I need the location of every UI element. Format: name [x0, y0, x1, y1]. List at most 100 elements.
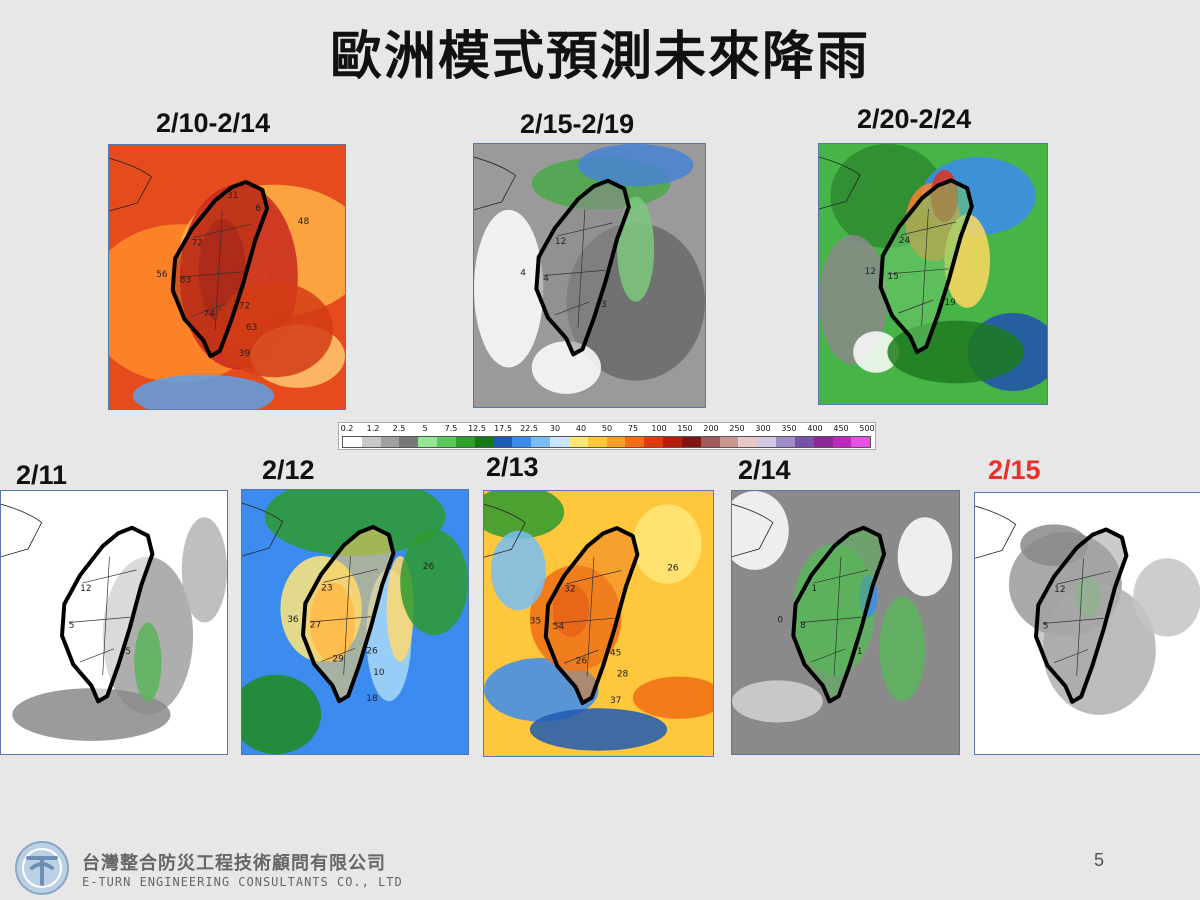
rainfall-value-label: 32: [564, 585, 575, 595]
county-boundaries: [1042, 558, 1111, 676]
rain-field: [474, 209, 544, 368]
scale-tick-label: 350: [781, 424, 797, 433]
scale-swatch: [380, 437, 400, 447]
scale-swatch: [399, 437, 419, 447]
rainfall-map-svg: 72 83 72 56 74 63 39 48 31 6: [109, 145, 345, 409]
rainfall-value-label: 36: [287, 615, 299, 625]
rainfall-value-label: 31: [227, 191, 238, 201]
scale-tick-label: 100: [651, 424, 667, 433]
rainfall-value-label: 6: [255, 204, 261, 214]
rain-field: [617, 196, 655, 302]
rainfall-value-label: 39: [239, 349, 251, 359]
rainfall-map-day-2: 23 27 26 36 29 10 18 26: [241, 489, 469, 755]
rainfall-value-label: 26: [366, 647, 378, 657]
rainfall-map-period-1: 72 83 72 56 74 63 39 48 31 6: [108, 144, 346, 410]
rainfall-value-label: 28: [617, 670, 629, 680]
scale-swatch: [757, 437, 777, 447]
scale-tick-label: 2.5: [392, 424, 406, 433]
page-number: 5: [1094, 850, 1105, 870]
scale-swatch: [644, 437, 664, 447]
rainfall-value-label: 83: [180, 275, 191, 285]
rainfall-value-label: 26: [423, 562, 435, 572]
rain-field: [242, 674, 322, 754]
rainfall-value-label: 5: [1043, 622, 1049, 632]
company-name-chinese: 台灣整合防災工程技術顧問有限公司: [82, 853, 386, 874]
rainfall-map-svg: 12 5 5: [1, 491, 227, 754]
rainfall-map-period-3: 24 15 19 12: [818, 143, 1048, 405]
rainfall-value-label: 1: [857, 647, 863, 657]
scale-swatch: [719, 437, 739, 447]
rainfall-value-label: 72: [239, 302, 250, 312]
mainland-coastline: [109, 157, 152, 212]
rainfall-value-label: 4: [520, 269, 526, 279]
day-label-3: 2/13: [486, 452, 539, 482]
scale-swatch: [738, 437, 758, 447]
scale-tick-label: 30: [549, 424, 561, 433]
rainfall-map-svg: 23 27 26 36 29 10 18 26: [242, 490, 468, 754]
scale-swatch: [794, 437, 814, 447]
rain-field: [531, 341, 602, 394]
rainfall-value-label: 27: [310, 620, 321, 630]
county-boundaries: [179, 210, 251, 330]
rainfall-map-svg: 12 4 3 4: [474, 144, 705, 407]
scale-tick-label: 40: [575, 424, 587, 433]
rainfall-value-label: 12: [865, 267, 876, 277]
rainfall-value-label: 26: [576, 656, 588, 666]
rainfall-map-svg: 24 15 19 12: [819, 144, 1047, 404]
scale-tick-label: 7.5: [444, 424, 458, 433]
rainfall-value-label: 0: [777, 616, 783, 626]
scale-swatch: [851, 437, 871, 447]
rain-field: [400, 529, 468, 636]
company-logo-icon: [15, 841, 69, 895]
scale-swatch: [493, 437, 513, 447]
scale-swatch: [455, 437, 475, 447]
scale-swatch: [568, 437, 588, 447]
rainfall-value-label: 15: [887, 272, 898, 282]
county-boundaries: [800, 556, 869, 676]
scale-swatch: [663, 437, 682, 447]
scale-tick-label: 1.2: [366, 424, 380, 433]
period-label-3: 2/20-2/24: [857, 104, 972, 134]
rainfall-value-label: 37: [610, 696, 621, 706]
scale-swatch: [832, 437, 852, 447]
day-label-2: 2/12: [262, 455, 315, 485]
rainfall-map-svg: 32 54 45 35 26 28 37 26: [484, 491, 713, 756]
rain-field: [732, 680, 823, 723]
rainfall-value-label: 19: [944, 298, 956, 308]
scale-tick-label: 17.5: [494, 424, 512, 433]
rainfall-map-day-1: 12 5 5: [0, 490, 228, 755]
rainfall-map-period-2: 12 4 3 4: [473, 143, 706, 408]
rainfall-value-label: 26: [667, 564, 679, 574]
slide-title: 歐洲模式預測未來降雨: [329, 27, 870, 87]
rain-field: [264, 490, 446, 556]
company-name-english: E-TURN ENGINEERING CONSULTANTS CO., LTD: [82, 875, 403, 889]
rain-field: [632, 676, 713, 719]
rainfall-value-label: 74: [203, 310, 215, 320]
scale-tick-label: 400: [807, 424, 823, 433]
rain-field: [529, 708, 668, 751]
rainfall-value-label: 45: [610, 648, 621, 658]
rainfall-value-label: 4: [543, 274, 549, 284]
rainfall-value-label: 3: [601, 300, 607, 310]
rainfall-value-label: 12: [555, 237, 566, 247]
taiwan-outline: [1034, 527, 1129, 704]
rainfall-value-label: 24: [899, 236, 911, 246]
scale-swatch: [418, 437, 438, 447]
rainfall-value-label: 18: [366, 694, 378, 704]
rain-field: [181, 517, 227, 623]
scale-tick-label: 12.5: [468, 424, 486, 433]
rain-field: [853, 331, 899, 373]
rainfall-value-label: 48: [298, 217, 310, 227]
scale-swatch: [776, 437, 795, 447]
scale-swatch: [550, 437, 569, 447]
mainland-coastline: [474, 156, 517, 211]
rain-field: [732, 491, 789, 570]
scale-swatch: [361, 437, 381, 447]
scale-swatch: [813, 437, 833, 447]
scale-swatch: [343, 437, 362, 447]
day-label-5: 2/15: [988, 455, 1041, 485]
precipitation-color-scale: 0.2 1.2 2.5 5 7.5 12.5 17.5 22.5 30 40 50 75 100 150 2…: [338, 422, 876, 450]
rain-field: [484, 491, 565, 539]
rainfall-value-label: 23: [321, 583, 332, 593]
